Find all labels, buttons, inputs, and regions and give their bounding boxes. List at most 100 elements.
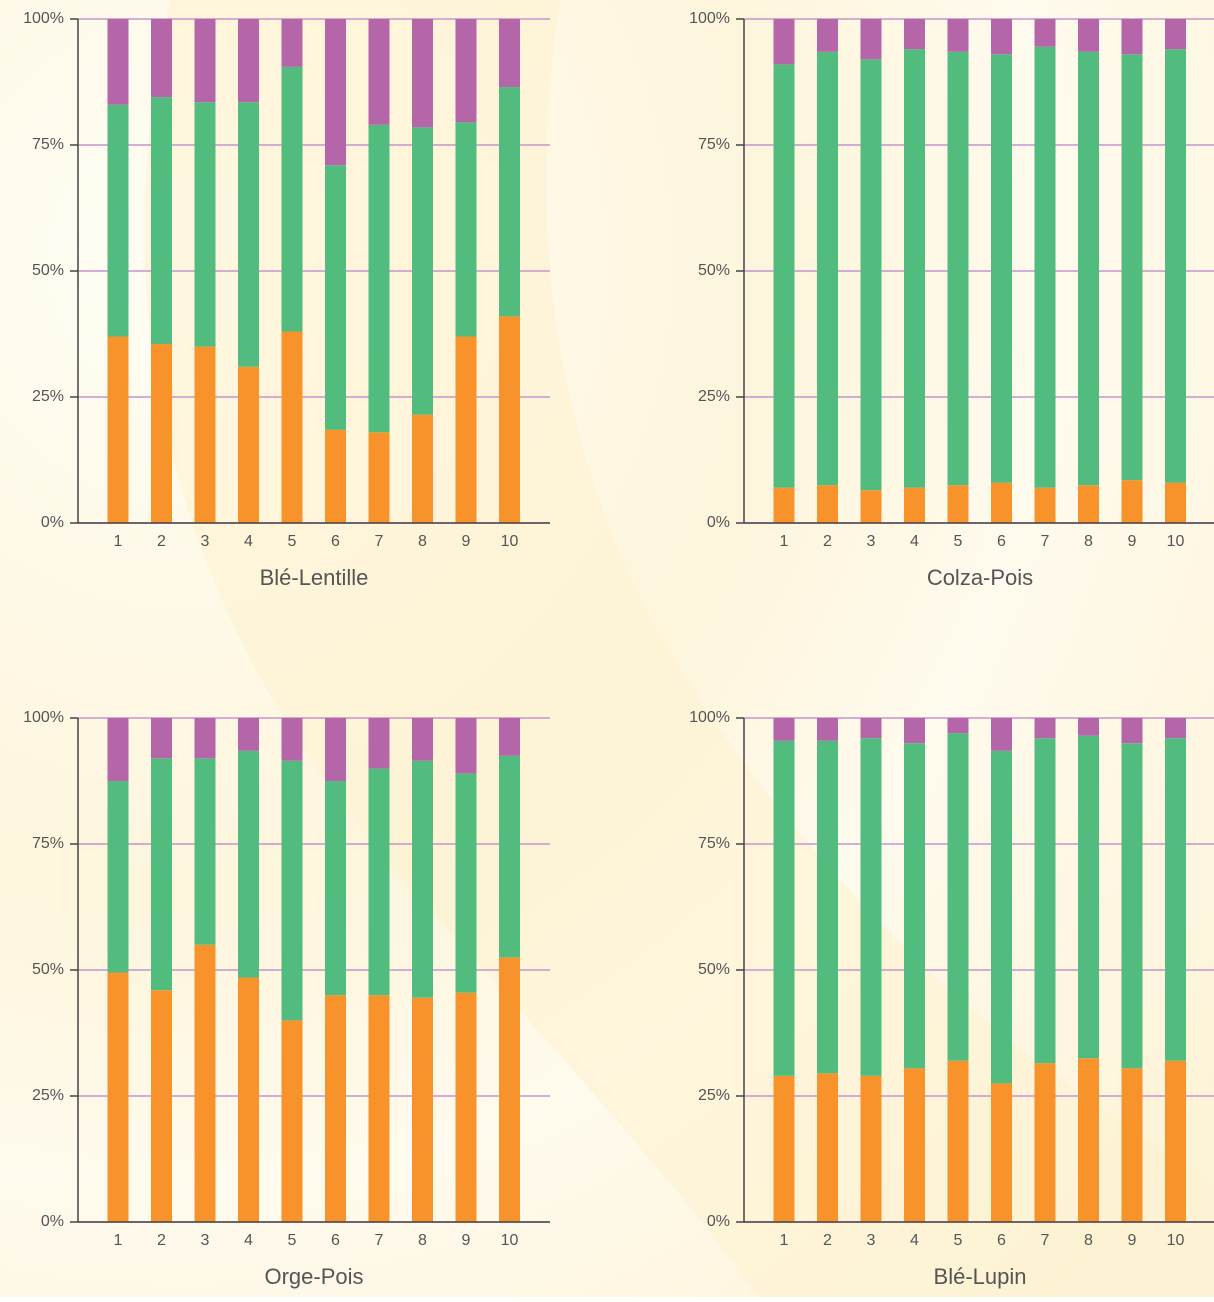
bar-segment	[773, 487, 795, 523]
bar-segment	[368, 124, 390, 433]
bar-segment	[499, 755, 520, 958]
bar-segment	[238, 19, 259, 103]
bar-segment	[281, 331, 303, 523]
bar-segment	[991, 750, 1012, 1084]
x-tick-label: 4	[244, 533, 253, 550]
x-tick-label: 3	[867, 533, 876, 550]
bar-segment	[1034, 46, 1056, 488]
bar-segment	[107, 972, 129, 1222]
bar-segment	[107, 19, 129, 105]
bar-segment	[455, 122, 477, 337]
y-tick-label: 0%	[41, 1213, 64, 1230]
x-tick-label: 9	[1128, 533, 1137, 550]
bar-segment	[817, 1073, 838, 1222]
bar-segment	[499, 316, 520, 523]
bar-segment	[1165, 718, 1186, 739]
bar-segment	[194, 102, 216, 347]
bar-segment	[455, 19, 477, 123]
bar-segment	[194, 346, 216, 523]
bar-segment	[281, 760, 303, 1021]
x-tick-label: 7	[375, 533, 384, 550]
bar-segment	[817, 485, 838, 523]
chart-title: Orge-Pois	[264, 1264, 363, 1289]
bar-segment	[1078, 718, 1099, 736]
bar-segment	[773, 64, 795, 488]
bar-segment	[947, 1060, 969, 1222]
x-tick-label: 2	[823, 533, 832, 550]
bar-segment	[412, 19, 433, 128]
bar-segment	[1034, 19, 1056, 47]
bar-segment	[325, 995, 346, 1222]
x-tick-label: 8	[1084, 1232, 1093, 1249]
x-tick-label: 6	[997, 1232, 1006, 1249]
bar-segment	[947, 19, 969, 52]
chart-title: Blé-Lupin	[934, 1264, 1027, 1289]
y-tick-label: 25%	[32, 1087, 64, 1104]
bar-segment	[1078, 51, 1099, 486]
y-tick-label: 0%	[707, 514, 730, 531]
y-tick-label: 0%	[707, 1213, 730, 1230]
x-tick-label: 8	[418, 533, 427, 550]
x-tick-label: 1	[114, 1232, 123, 1249]
bar-segment	[991, 54, 1012, 483]
bar-segment	[281, 66, 303, 332]
x-tick-label: 4	[910, 533, 919, 550]
bar-segment	[151, 718, 172, 759]
y-tick-label: 50%	[698, 262, 730, 279]
bar-segment	[1165, 49, 1186, 483]
bar-segment	[773, 740, 795, 1076]
x-tick-label: 6	[997, 533, 1006, 550]
bar-segment	[368, 19, 390, 125]
x-tick-label: 10	[1167, 1232, 1185, 1249]
bar-segment	[107, 781, 129, 973]
x-tick-label: 9	[462, 1232, 471, 1249]
bar-segment	[947, 485, 969, 523]
x-tick-label: 5	[288, 533, 297, 550]
bar-segment	[412, 760, 433, 998]
x-tick-label: 4	[910, 1232, 919, 1249]
x-tick-label: 10	[501, 533, 519, 550]
x-tick-label: 8	[418, 1232, 427, 1249]
bar-segment	[1121, 1068, 1143, 1222]
bar-segment	[238, 718, 259, 751]
bar-segment	[947, 51, 969, 486]
bar-segment	[860, 490, 882, 523]
x-tick-label: 6	[331, 1232, 340, 1249]
y-tick-label: 100%	[689, 10, 730, 27]
y-tick-label: 25%	[698, 1087, 730, 1104]
bar-segment	[817, 740, 838, 1074]
bar-segment	[107, 336, 129, 523]
bar-segment	[947, 733, 969, 1061]
bar-segment	[860, 738, 882, 1076]
bar-segment	[991, 718, 1012, 751]
bar-segment	[1121, 19, 1143, 55]
bar-segment	[817, 51, 838, 486]
bar-segment	[368, 995, 390, 1222]
bar-segment	[194, 19, 216, 103]
bar-segment	[194, 944, 216, 1222]
bar-segment	[991, 1083, 1012, 1222]
bar-segment	[904, 743, 925, 1069]
bar-segment	[325, 19, 346, 166]
bar-segment	[860, 19, 882, 60]
bar-segment	[773, 19, 795, 65]
bar-segment	[194, 718, 216, 759]
x-tick-label: 3	[201, 533, 210, 550]
bar-segment	[817, 19, 838, 52]
x-tick-label: 7	[1041, 533, 1050, 550]
x-tick-label: 2	[157, 533, 166, 550]
x-tick-label: 2	[157, 1232, 166, 1249]
bar-segment	[991, 482, 1012, 523]
y-tick-label: 75%	[698, 835, 730, 852]
bar-segment	[1034, 1063, 1056, 1222]
x-tick-label: 5	[954, 533, 963, 550]
x-tick-label: 6	[331, 533, 340, 550]
x-tick-label: 10	[1167, 533, 1185, 550]
bar-segment	[151, 990, 172, 1222]
y-tick-label: 75%	[32, 835, 64, 852]
bar-segment	[455, 992, 477, 1222]
bar-segment	[455, 336, 477, 523]
chart-title: Colza-Pois	[927, 565, 1033, 590]
bar-segment	[151, 97, 172, 345]
